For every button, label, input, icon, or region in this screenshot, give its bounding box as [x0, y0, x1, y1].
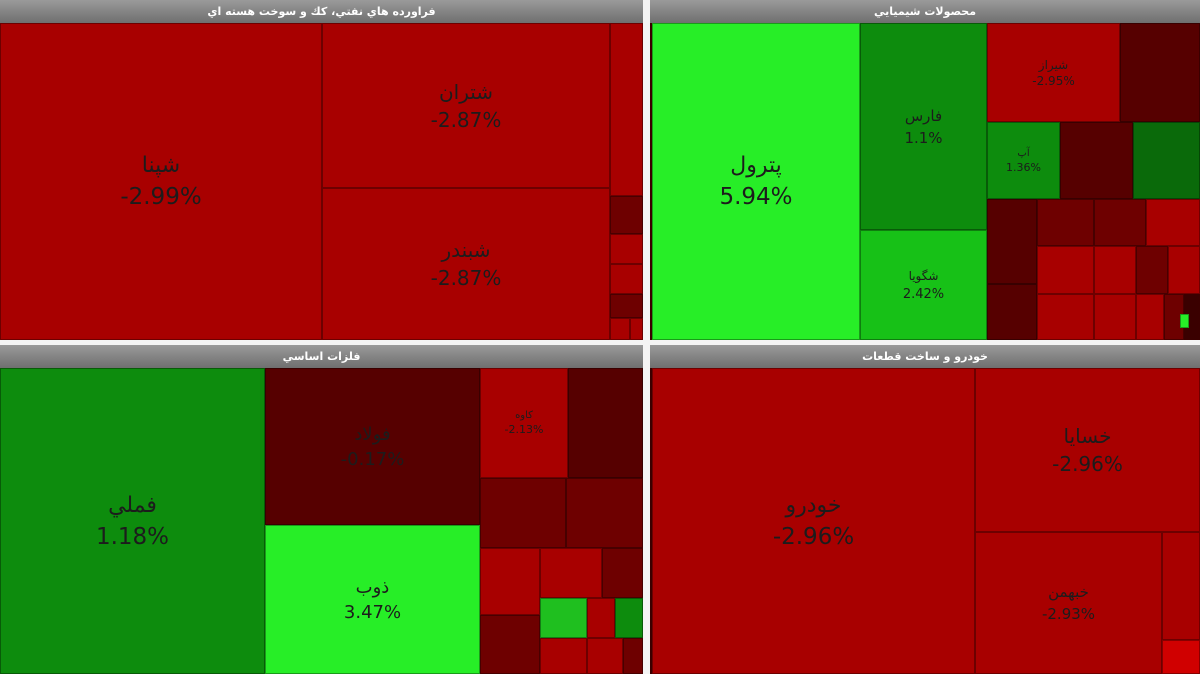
tile[interactable]: شپنا -2.99% [0, 23, 322, 340]
tile[interactable] [1094, 294, 1136, 340]
tile[interactable] [480, 548, 540, 615]
tile[interactable] [987, 199, 1037, 284]
sector-panel: فلزات اساسي فملي 1.18% فولاد -0.17% ذوب 3.4… [0, 345, 643, 674]
tile[interactable]: پترول 5.94% [652, 23, 860, 340]
sector-panel: فراورده هاي نفتي، كك و سوخت هسته اي شپنا… [0, 0, 643, 340]
tile[interactable] [1060, 122, 1133, 199]
tile[interactable] [610, 196, 643, 234]
panel-title: فراورده هاي نفتي، كك و سوخت هسته اي [0, 0, 643, 23]
tile-label: آپ [1017, 147, 1030, 159]
tile-change: -2.87% [430, 266, 502, 290]
tile[interactable] [610, 318, 630, 340]
tile[interactable]: خسايا -2.96% [975, 368, 1200, 532]
sector-panel: خودرو و ساخت قطعات خودرو -2.96% خسايا -2.9… [650, 345, 1200, 674]
tile[interactable] [1180, 314, 1189, 328]
tile-label: كاوه [515, 410, 533, 421]
sector-panel: محصولات شيميايي پترول 5.94% فارس 1.1% شگوي… [650, 0, 1200, 340]
tile[interactable] [623, 638, 643, 674]
tile[interactable] [568, 368, 643, 478]
tile[interactable] [1146, 199, 1200, 246]
tile[interactable] [610, 23, 643, 196]
tile-change: -2.95% [1032, 73, 1075, 88]
tile-label: پترول [730, 153, 782, 178]
panel-title: خودرو و ساخت قطعات [650, 345, 1200, 368]
tile[interactable] [566, 478, 643, 548]
panel-title: محصولات شيميايي [650, 0, 1200, 23]
tile[interactable] [587, 638, 623, 674]
tile-label: خسايا [1063, 424, 1112, 448]
tile[interactable] [1037, 199, 1094, 246]
tile[interactable]: فولاد -0.17% [265, 368, 480, 525]
tile[interactable] [610, 264, 643, 294]
tile[interactable]: آپ 1.36% [987, 122, 1060, 199]
tile-change: -2.96% [772, 523, 855, 550]
tile[interactable]: شگويا 2.42% [860, 230, 987, 340]
tile-label: شيراز [1038, 57, 1069, 72]
tile-change: -2.99% [120, 184, 202, 210]
tile-change: -2.13% [504, 423, 544, 436]
tile[interactable] [1162, 532, 1200, 640]
tile[interactable] [1120, 23, 1200, 122]
tile-label: خودرو [785, 492, 842, 518]
tile-change: 1.18% [95, 523, 170, 550]
tile[interactable] [610, 294, 643, 318]
tile-change: -2.93% [1041, 605, 1096, 623]
tile[interactable] [1037, 294, 1094, 340]
tile-change: 2.42% [902, 286, 945, 302]
tile-change: 1.1% [904, 128, 943, 147]
tile-label: فولاد [354, 423, 391, 445]
tile-label: شگويا [908, 268, 939, 283]
panel-title: فلزات اساسي [0, 345, 643, 368]
tile[interactable]: شتران -2.87% [322, 23, 610, 188]
tile-label: شپنا [141, 153, 181, 178]
tile[interactable] [540, 638, 587, 674]
tile[interactable] [1162, 640, 1200, 674]
tile[interactable] [480, 615, 540, 674]
tile[interactable] [1094, 199, 1146, 246]
tile[interactable] [1168, 246, 1200, 294]
tile[interactable] [602, 548, 643, 598]
tile[interactable] [1094, 246, 1136, 294]
tile[interactable] [1133, 122, 1200, 199]
tile[interactable]: شيراز -2.95% [987, 23, 1120, 122]
tile[interactable] [540, 548, 602, 598]
tile[interactable] [1136, 246, 1168, 294]
tile-change: 1.36% [1006, 160, 1041, 174]
tile[interactable] [615, 598, 643, 638]
tile[interactable]: ذوب 3.47% [265, 525, 480, 674]
tile[interactable] [610, 234, 643, 264]
tile[interactable]: خودرو -2.96% [652, 368, 975, 674]
tile[interactable]: خبهمن -2.93% [975, 532, 1162, 674]
tile[interactable] [630, 318, 643, 340]
tile[interactable]: كاوه -2.13% [480, 368, 568, 478]
tile-label: خبهمن [1048, 583, 1089, 601]
tile-change: 3.47% [343, 601, 402, 623]
tile[interactable]: فارس 1.1% [860, 23, 987, 230]
tile-change: -0.17% [340, 448, 405, 470]
tile[interactable] [987, 284, 1037, 340]
tile-change: 5.94% [719, 184, 793, 210]
tile[interactable]: فملي 1.18% [0, 368, 265, 674]
tile-change: -2.87% [430, 107, 502, 132]
tile-label: فملي [108, 492, 157, 518]
tile-label: شتران [438, 79, 494, 104]
tile-label: فارس [904, 106, 943, 125]
tile[interactable] [1037, 246, 1094, 294]
tile-label: شبندر [441, 238, 491, 262]
tile[interactable]: شبندر -2.87% [322, 188, 610, 340]
tile-change: -2.96% [1052, 452, 1123, 476]
tile[interactable] [480, 478, 566, 548]
tile-label: ذوب [355, 576, 390, 598]
tile[interactable] [587, 598, 615, 638]
tile[interactable] [1136, 294, 1164, 340]
tile[interactable] [540, 598, 587, 638]
